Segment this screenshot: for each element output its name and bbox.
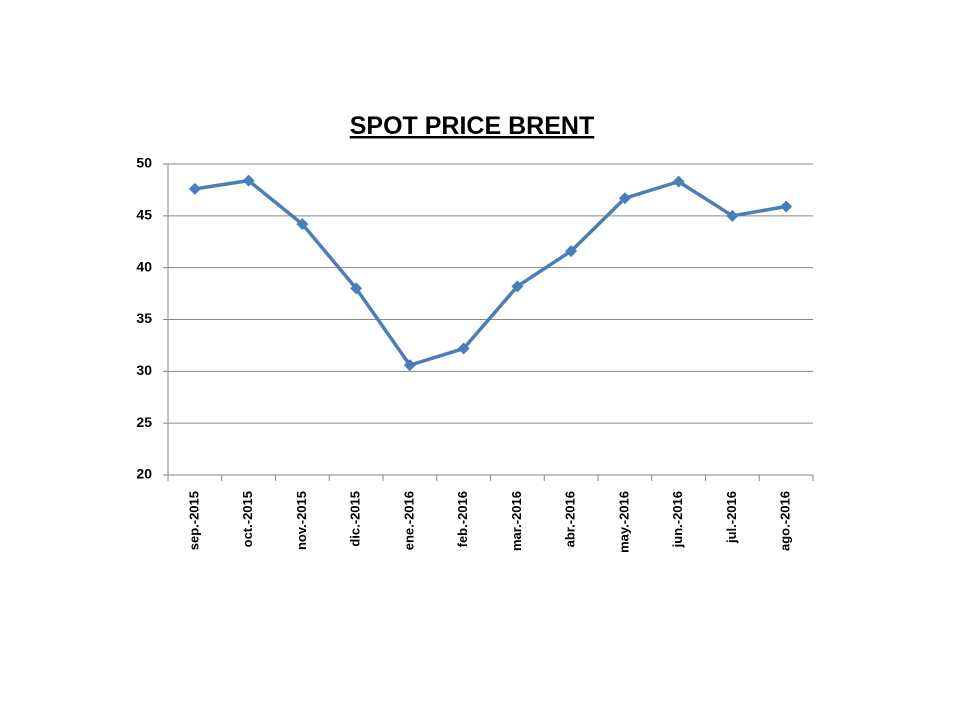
marker xyxy=(565,245,578,258)
x-tick-label: oct.-2015 xyxy=(240,491,255,547)
x-tick-label: may.-2016 xyxy=(616,491,631,553)
y-tick-label: 50 xyxy=(136,155,152,171)
y-tick-label: 20 xyxy=(136,466,152,482)
marker xyxy=(618,192,631,205)
y-tick-label: 25 xyxy=(136,414,152,430)
chart-title: SPOT PRICE BRENT xyxy=(350,112,594,140)
x-tick-label: dic.-2015 xyxy=(348,491,363,547)
x-tick-label: sep.-2015 xyxy=(186,491,201,550)
marker xyxy=(726,209,739,222)
marker xyxy=(296,218,309,231)
marker xyxy=(403,359,416,372)
marker xyxy=(672,175,685,188)
marker xyxy=(350,282,363,295)
marker xyxy=(188,182,201,195)
x-tick-label: jul.-2016 xyxy=(724,491,739,544)
x-tick-label: jun.-2016 xyxy=(670,491,685,548)
marker xyxy=(242,174,255,187)
marker xyxy=(780,200,793,213)
x-tick-label: ago.-2016 xyxy=(778,491,793,551)
marker xyxy=(511,280,524,293)
marker xyxy=(457,342,470,355)
x-tick-label: nov.-2015 xyxy=(294,491,309,550)
x-tick-label: mar.-2016 xyxy=(509,491,524,551)
y-tick-label: 35 xyxy=(136,310,152,326)
line xyxy=(194,178,787,367)
x-tick-label: feb.-2016 xyxy=(455,491,470,547)
y-tick-label: 40 xyxy=(136,258,152,274)
x-tick-label: abr.-2016 xyxy=(563,491,578,547)
y-tick-label: 30 xyxy=(136,362,152,378)
y-tick-label: 45 xyxy=(136,207,152,223)
x-tick-label: ene.-2016 xyxy=(401,491,416,550)
